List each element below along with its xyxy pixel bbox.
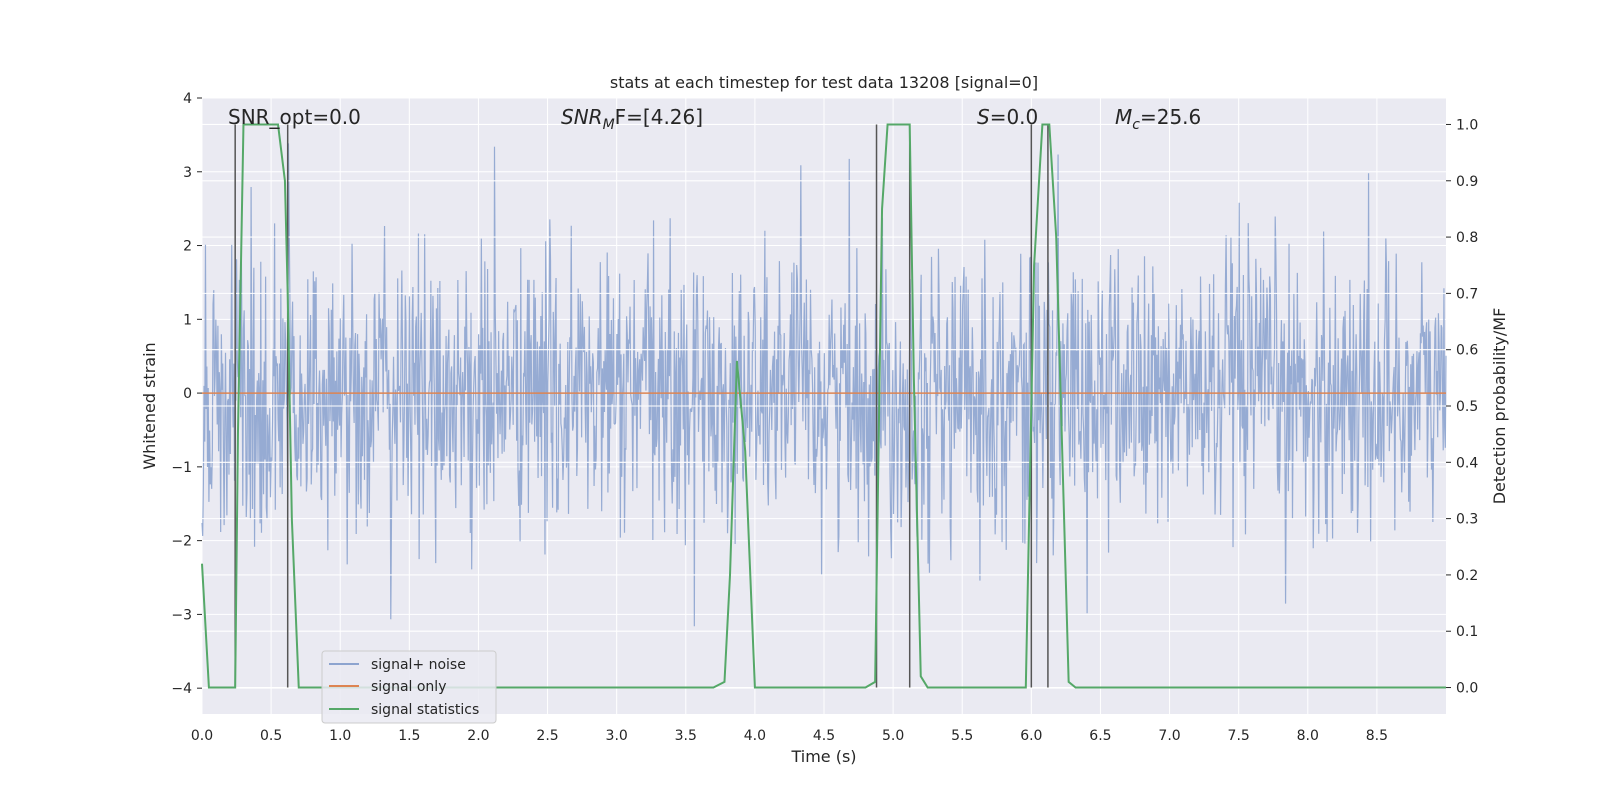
- y-tick-label: −2: [171, 534, 192, 550]
- y2-tick-label: 0.5: [1456, 399, 1478, 415]
- y2-tick-label: 0.0: [1456, 681, 1478, 697]
- x-tick-label: 8.0: [1297, 728, 1319, 744]
- noise-series: [201, 143, 1447, 627]
- y-tick-label: 3: [183, 165, 192, 181]
- snr-mf-annotation: SNRMF=[4.26]: [561, 105, 703, 133]
- s-symbol: S: [977, 105, 990, 129]
- legend-label-noise: signal+ noise: [371, 657, 466, 673]
- legend-label-stats: signal statistics: [371, 702, 479, 718]
- mc-symbol: M: [1115, 105, 1132, 129]
- x-tick-label: 6.0: [1020, 728, 1042, 744]
- snr-opt-annotation: SNR_opt=0.0: [228, 105, 361, 129]
- right-grid: [202, 123, 1446, 689]
- y-tick-label: −3: [171, 607, 192, 623]
- y-tick-label: −4: [171, 681, 192, 697]
- y2-tick-label: 0.8: [1456, 230, 1478, 246]
- x-tick-label: 8.5: [1366, 728, 1388, 744]
- y-axis-label: Whitened strain: [140, 342, 159, 469]
- y-tick-label: 2: [183, 239, 192, 255]
- y2-axis-label: Detection probability/MF: [1490, 308, 1509, 505]
- mc-annotation: Mc=25.6: [1115, 105, 1201, 133]
- x-tick-label: 2.5: [536, 728, 558, 744]
- y2-tick-label: 0.6: [1456, 343, 1478, 359]
- y2-tick-label: 0.7: [1456, 286, 1478, 302]
- y2-tick-label: 0.2: [1456, 568, 1478, 584]
- mc-subscript: c: [1132, 117, 1140, 133]
- x-tick-label: 7.5: [1228, 728, 1250, 744]
- y2-tick-label: 0.9: [1456, 174, 1478, 190]
- s-annotation: S=0.0: [977, 105, 1038, 129]
- x-tick-label: 0.5: [260, 728, 282, 744]
- x-tick-label: 1.0: [329, 728, 351, 744]
- y-tick-label: −1: [171, 460, 192, 476]
- y2-tick-label: 1.0: [1456, 117, 1478, 133]
- snr-mf-symbol: SNR: [561, 105, 603, 129]
- legend: signal+ noise signal only signal statist…: [321, 650, 497, 724]
- y-tick-label: 0: [183, 386, 192, 402]
- s-value: =0.0: [990, 105, 1039, 129]
- mc-value: =25.6: [1140, 105, 1201, 129]
- x-tick-label: 3.0: [606, 728, 628, 744]
- noise-line: [201, 143, 1447, 627]
- x-axis-label: Time (s): [790, 747, 856, 766]
- stats-series: [201, 123, 1446, 689]
- chart-title: stats at each timestep for test data 132…: [610, 73, 1038, 92]
- snr-mf-subscript: M: [603, 117, 615, 133]
- x-tick-label: 5.0: [882, 728, 904, 744]
- x-tick-label: 3.5: [675, 728, 697, 744]
- y-tick-label: 4: [183, 91, 192, 107]
- y2-tick-label: 0.3: [1456, 512, 1478, 528]
- x-tick-label: 4.0: [744, 728, 766, 744]
- x-tick-label: 1.5: [398, 728, 420, 744]
- x-tick-label: 2.0: [467, 728, 489, 744]
- legend-box: [321, 650, 497, 724]
- y-ticks: 4 3 2 1 0 −1 −2 −3 −4: [171, 91, 202, 697]
- y2-tick-label: 0.4: [1456, 455, 1478, 471]
- x-tick-label: 7.0: [1158, 728, 1180, 744]
- snr-mf-value: F=[4.26]: [615, 105, 703, 129]
- x-tick-label: 5.5: [951, 728, 973, 744]
- legend-label-signal: signal only: [371, 679, 446, 695]
- y-tick-label: 1: [183, 312, 192, 328]
- y2-tick-label: 0.1: [1456, 624, 1478, 640]
- stats-line: [201, 123, 1446, 689]
- y2-ticks: 1.0 0.9 0.8 0.7 0.6 0.5 0.4 0.3 0.2 0.1 0.0: [1446, 117, 1478, 697]
- x-ticks: 0.0 0.5 1.0 1.5 2.0 2.5 3.0 3.5 4.0 4.5 5.0 5.5 6.0 6…: [191, 728, 1388, 744]
- x-tick-label: 4.5: [813, 728, 835, 744]
- x-tick-label: 6.5: [1089, 728, 1111, 744]
- x-tick-label: 0.0: [191, 728, 213, 744]
